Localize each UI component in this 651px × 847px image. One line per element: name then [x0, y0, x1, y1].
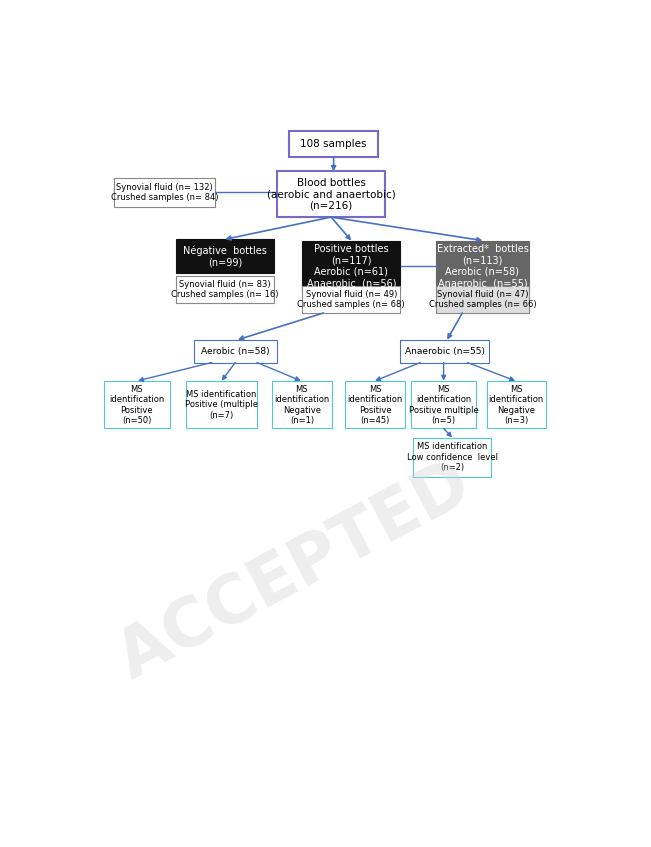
FancyBboxPatch shape: [186, 381, 257, 429]
FancyBboxPatch shape: [411, 381, 476, 429]
Text: MS
identification
Negative
(n=1): MS identification Negative (n=1): [274, 385, 329, 425]
FancyBboxPatch shape: [272, 381, 331, 429]
FancyBboxPatch shape: [302, 285, 400, 313]
Text: Extracted*  bottles
(n=113)
Aerobic (n=58)
Anaerobic  (n=55): Extracted* bottles (n=113) Aerobic (n=58…: [437, 244, 529, 288]
FancyBboxPatch shape: [176, 239, 274, 274]
Text: MS
identification
Positive
(n=50): MS identification Positive (n=50): [109, 385, 165, 425]
FancyBboxPatch shape: [345, 381, 405, 429]
FancyBboxPatch shape: [413, 438, 492, 477]
FancyBboxPatch shape: [400, 340, 489, 363]
FancyBboxPatch shape: [114, 178, 215, 207]
Text: ACCEPTED: ACCEPTED: [107, 451, 482, 692]
FancyBboxPatch shape: [277, 171, 385, 217]
Text: MS
identification
Positive multiple
(n=5): MS identification Positive multiple (n=5…: [409, 385, 478, 425]
Text: Aerobic (n=58): Aerobic (n=58): [201, 347, 270, 356]
Text: Synovial fluid (n= 49)
Crushed samples (n= 68): Synovial fluid (n= 49) Crushed samples (…: [298, 290, 405, 309]
FancyBboxPatch shape: [436, 285, 529, 313]
Text: 108 samples: 108 samples: [300, 139, 367, 149]
FancyBboxPatch shape: [104, 381, 170, 429]
Text: MS
identification
Positive
(n=45): MS identification Positive (n=45): [348, 385, 402, 425]
Text: Positive bottles
(n=117)
Aerobic (n=61)
Anaerobic  (n=56): Positive bottles (n=117) Aerobic (n=61) …: [307, 244, 396, 288]
Text: Synovial fluid (n= 47)
Crushed samples (n= 66): Synovial fluid (n= 47) Crushed samples (…: [428, 290, 536, 309]
FancyBboxPatch shape: [436, 241, 529, 291]
FancyBboxPatch shape: [302, 241, 400, 291]
FancyBboxPatch shape: [176, 276, 274, 303]
Text: Synovial fluid (n= 83)
Crushed samples (n= 16): Synovial fluid (n= 83) Crushed samples (…: [171, 280, 279, 299]
Text: MS identification
Positive (multiple
(n=7): MS identification Positive (multiple (n=…: [185, 390, 258, 420]
Text: Anaerobic (n=55): Anaerobic (n=55): [405, 347, 484, 356]
FancyBboxPatch shape: [486, 381, 546, 429]
FancyBboxPatch shape: [290, 131, 378, 157]
Text: Blood bottles
(aerobic and anaertobic)
(n=216): Blood bottles (aerobic and anaertobic) (…: [267, 178, 396, 211]
Text: MS identification
Low confidence  level
(n=2): MS identification Low confidence level (…: [407, 442, 498, 472]
Text: Négative  bottles
(n=99): Négative bottles (n=99): [183, 245, 267, 268]
FancyBboxPatch shape: [193, 340, 277, 363]
Text: Synovial fluid (n= 132)
Crushed samples (n= 84): Synovial fluid (n= 132) Crushed samples …: [111, 183, 218, 202]
Text: MS
identification
Negative
(n=3): MS identification Negative (n=3): [489, 385, 544, 425]
